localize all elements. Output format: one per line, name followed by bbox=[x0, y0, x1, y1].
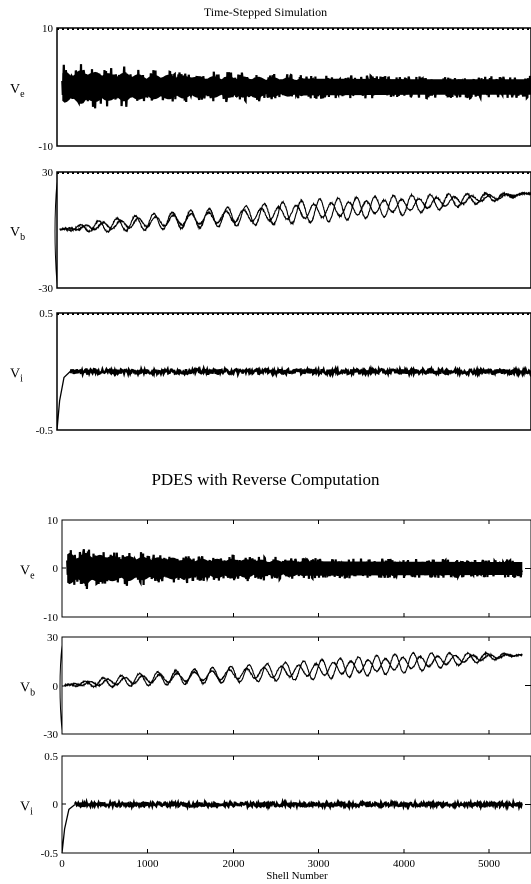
bottom-vi-ytick-label: 0.5 bbox=[44, 751, 58, 763]
top-vb-ytick-label: -30 bbox=[38, 283, 53, 295]
x-tick-label: 5000 bbox=[478, 858, 501, 870]
bottom-vb-transient bbox=[59, 645, 63, 731]
x-axis-label: Shell Number bbox=[266, 870, 328, 882]
bottom-vi-transient bbox=[61, 803, 76, 854]
x-tick-label: 0 bbox=[59, 858, 65, 870]
top-ve-band bbox=[62, 70, 531, 104]
top-ve-axis-label: Ve bbox=[10, 82, 25, 100]
top-vb-series-lower bbox=[59, 191, 531, 232]
bottom-ve-ytick-label: 0 bbox=[53, 563, 59, 575]
bottom-ve-ytick-label: 10 bbox=[47, 515, 59, 527]
top-vb-transient bbox=[54, 181, 58, 285]
x-tick-label: 1000 bbox=[137, 858, 160, 870]
top-ve-ytick-label: 10 bbox=[42, 23, 54, 35]
bottom-vb-ytick-label: 30 bbox=[47, 632, 59, 644]
top-vb-axis-label: Vb bbox=[10, 225, 25, 243]
top-vi-ytick-label: 0.5 bbox=[39, 308, 53, 320]
top-figure-title: Time-Stepped Simulation bbox=[203, 5, 328, 19]
top-vi-axis-label: Vi bbox=[10, 367, 23, 385]
bottom-vb-series-upper bbox=[64, 650, 523, 689]
x-tick-label: 3000 bbox=[308, 858, 331, 870]
bottom-ve-band bbox=[67, 552, 523, 585]
top-vi-ytick-label: -0.5 bbox=[36, 425, 54, 437]
top-vb-ytick-label: 30 bbox=[42, 167, 54, 179]
top-vi-transient bbox=[56, 371, 71, 431]
bottom-vi-ytick-label: 0 bbox=[53, 799, 59, 811]
top-ve-ytick-label: -10 bbox=[38, 141, 53, 153]
bottom-figure-title: PDES with Reverse Computation bbox=[151, 470, 380, 489]
bottom-vb-ytick-label: -30 bbox=[43, 729, 58, 741]
top-vb-series-upper bbox=[59, 191, 531, 234]
bottom-vi-series bbox=[73, 797, 523, 812]
bottom-vi-axis-label: Vi bbox=[20, 800, 33, 818]
x-tick-label: 4000 bbox=[393, 858, 416, 870]
bottom-vi-ytick-label: -0.5 bbox=[41, 848, 59, 860]
bottom-vb-series-lower bbox=[64, 652, 523, 688]
bottom-vb-axis-label: Vb bbox=[20, 681, 35, 699]
bottom-ve-axis-label: Ve bbox=[20, 564, 35, 582]
x-tick-label: 2000 bbox=[223, 858, 246, 870]
top-vi-series bbox=[69, 364, 531, 379]
bottom-vb-ytick-label: 0 bbox=[53, 681, 59, 693]
bottom-ve-ytick-label: -10 bbox=[43, 612, 58, 624]
